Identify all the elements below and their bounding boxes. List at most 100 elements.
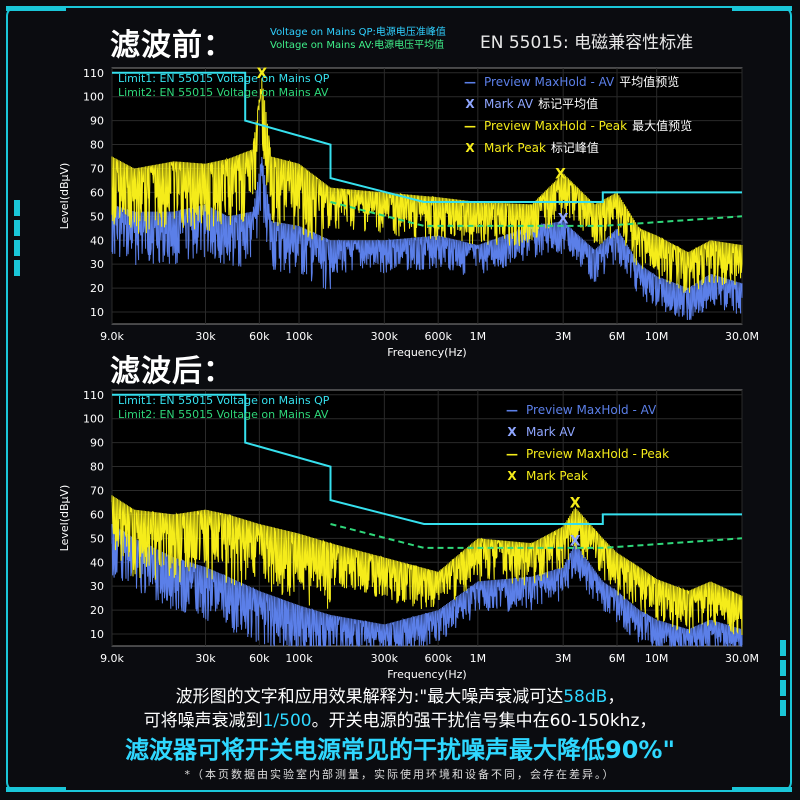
x-tick-label: 30.0M — [725, 652, 759, 665]
peak-trace — [111, 78, 743, 293]
limit1-label: Limit1: EN 55015 Voltage on Mains QP — [118, 72, 330, 85]
footer-line-2-prefix: 可将噪声衰减到 — [143, 711, 263, 731]
chart-before: 10 20 30 40 50 60 70 80 90 100 110 9.0k 30k 60k 100k 30… — [58, 66, 759, 359]
footer-headline: 滤波器可将开关电源常见的干扰噪声最大降低90%" — [125, 736, 675, 764]
y-tick-label: 80 — [90, 461, 104, 474]
mark-av-marker: X — [570, 534, 581, 550]
x-tick-label: 10M — [645, 330, 669, 343]
y-tick-label: 10 — [90, 306, 104, 319]
legend-mark: X — [465, 97, 475, 111]
legend-label: Mark AV — [526, 425, 576, 439]
x-tick-label: 300k — [371, 330, 399, 343]
x-tick-label: 3M — [555, 330, 572, 343]
right-stripes — [780, 640, 786, 720]
legend-label: Preview MaxHold - AV 平均值预览 — [484, 74, 679, 89]
y-tick-label: 30 — [90, 580, 104, 593]
y-tick-label: 20 — [90, 604, 104, 617]
x-tick-label: 30k — [195, 330, 216, 343]
legend-note: 最大值预览 — [632, 118, 692, 133]
legend-mark: X — [507, 469, 517, 483]
limit2-label: Limit2: EN 55015 Voltage on Mains AV — [118, 86, 329, 99]
before-title: 滤波前： — [110, 28, 234, 63]
y-tick-label: 20 — [90, 282, 104, 295]
x-tick-label: 1M — [470, 330, 487, 343]
chart-after: 10 20 30 40 50 60 70 80 90 100 110 9.0k 30k 60k 100k 30… — [58, 389, 759, 681]
limit-av-line — [330, 523, 743, 549]
y-tick-label: 80 — [90, 139, 104, 152]
footer-attenuation-value: 58dB — [563, 687, 608, 707]
footer-line-1: 波形图的文字和应用效果解释为:"最大噪声衰减可达58dB， — [0, 682, 800, 707]
plot-area — [111, 389, 743, 647]
x-tick-label: 600k — [424, 330, 452, 343]
x-tick-label: 60k — [249, 652, 270, 665]
x-tick-label: 30.0M — [725, 330, 759, 343]
legend-label: Preview MaxHold - AV — [526, 403, 657, 417]
limit1-label: Limit1: EN 55015 Voltage on Mains QP — [118, 394, 330, 407]
legend-mark: X — [465, 141, 475, 155]
x-tick-label: 3M — [555, 652, 572, 665]
legend-note: 平均值预览 — [619, 74, 679, 89]
y-axis-label: Level(dBµV) — [58, 485, 71, 552]
footer-line-1-prefix: 波形图的文字和应用效果解释为:"最大噪声衰减可达 — [175, 687, 564, 707]
standard-label: EN 55015: 电磁兼容性标准 — [480, 33, 694, 53]
limit-av-line — [330, 201, 743, 227]
legend-mark: — — [464, 75, 476, 89]
legend-note: 标记峰值 — [551, 140, 599, 155]
mark-peak-marker: X — [570, 495, 581, 511]
y-tick-label: 110 — [83, 389, 104, 402]
legend-label: Mark Peak 标记峰值 — [484, 140, 599, 155]
limit-qp-line — [112, 71, 742, 203]
y-tick-label: 100 — [83, 91, 104, 104]
footer-line-2-suffix: 。开关电源的强干扰信号集中在60-150khz， — [311, 711, 657, 731]
top-legend: Voltage on Mains QP:电源电压准峰值 Voltage on M… — [270, 26, 446, 52]
mark-peak-marker: X — [256, 66, 267, 82]
x-tick-label: 300k — [371, 652, 399, 665]
av-trace — [111, 156, 743, 321]
corner-accent-bottom-left — [6, 787, 66, 792]
y-tick-label: 40 — [90, 556, 104, 569]
x-tick-label: 30k — [195, 652, 216, 665]
footer-disclaimer: *（本页数据由实验室内部测量，实际使用环境和设备不同，会存在差异。） — [184, 768, 616, 781]
y-tick-label: 30 — [90, 258, 104, 271]
y-tick-label: 40 — [90, 234, 104, 247]
footer-line-2: 可将噪声衰减到1/500。开关电源的强干扰信号集中在60-150khz， — [0, 706, 800, 731]
legend-note: 标记平均值 — [538, 96, 598, 111]
y-tick-label: 70 — [90, 484, 104, 497]
av-trace — [111, 523, 743, 648]
mark-av-marker: X — [558, 212, 569, 228]
y-tick-label: 90 — [90, 437, 104, 450]
mark-peak-marker: X — [555, 166, 566, 182]
outer-frame — [6, 6, 792, 792]
y-tick-label: 60 — [90, 186, 104, 199]
legend-label: Mark AV 标记平均值 — [484, 96, 598, 111]
legend-mark: — — [464, 119, 476, 133]
x-tick-label: 100k — [285, 330, 313, 343]
corner-accent-top-left — [6, 6, 66, 11]
y-tick-label: 90 — [90, 115, 104, 128]
legend-av-text: Voltage on Mains AV:电源电压平均值 — [270, 40, 445, 51]
legend-mark: X — [507, 425, 517, 439]
y-tick-label: 10 — [90, 628, 104, 641]
legend-qp-text: Voltage on Mains QP:电源电压准峰值 — [270, 27, 446, 38]
x-tick-label: 100k — [285, 652, 313, 665]
limit2-label: Limit2: EN 55015 Voltage on Mains AV — [118, 408, 329, 421]
x-tick-label: 6M — [609, 652, 626, 665]
left-stripes — [14, 200, 20, 280]
x-tick-label: 6M — [609, 330, 626, 343]
after-title: 滤波后： — [110, 354, 234, 389]
x-tick-label: 10M — [645, 652, 669, 665]
y-tick-label: 60 — [90, 508, 104, 521]
corner-accent-bottom-right — [732, 787, 792, 792]
legend-label: Preview MaxHold - Peak — [526, 447, 669, 461]
x-axis-label: Frequency(Hz) — [387, 346, 466, 359]
x-tick-label: 600k — [424, 652, 452, 665]
x-tick-label: 9.0k — [100, 330, 124, 343]
y-axis-label: Level(dBµV) — [58, 163, 71, 230]
y-tick-label: 100 — [83, 413, 104, 426]
limit-qp-line — [112, 393, 742, 525]
x-tick-label: 1M — [470, 652, 487, 665]
y-tick-label: 70 — [90, 162, 104, 175]
x-axis-label: Frequency(Hz) — [387, 668, 466, 681]
legend-label: Preview MaxHold - Peak 最大值预览 — [484, 118, 692, 133]
y-tick-label: 50 — [90, 210, 104, 223]
